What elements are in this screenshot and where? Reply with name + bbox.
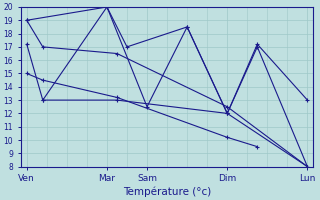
X-axis label: Température (°c): Température (°c) — [123, 186, 211, 197]
